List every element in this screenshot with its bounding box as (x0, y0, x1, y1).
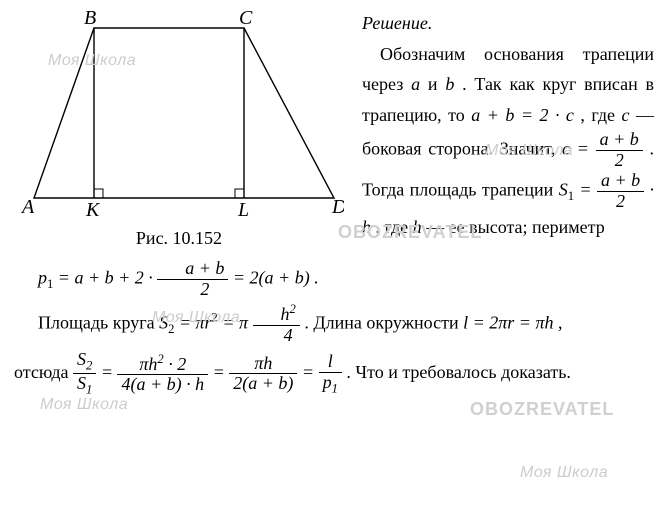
eq1: a + b = 2 · c (471, 105, 574, 125)
S2: S (159, 313, 168, 333)
frac7: πh2(a + b) (229, 354, 297, 395)
figure-column: A B C D K L Рис. 10.152 (14, 8, 344, 253)
label-L: L (237, 199, 249, 218)
t4b: . Что и требовалось доказать. (342, 362, 571, 382)
eq6a: = (96, 362, 117, 382)
perimeter-line: p1 = a + b + 2 · a + b2 = 2(a + b) . (14, 259, 654, 300)
S1: S (559, 179, 568, 199)
p1: p (38, 267, 47, 287)
label-K: K (85, 199, 101, 218)
frac8: lp1 (319, 352, 342, 396)
t1b: и (420, 74, 445, 94)
t3a: Площадь круга (38, 313, 159, 333)
watermark: Моя Школа (520, 460, 608, 486)
eq4a: = πr (174, 313, 211, 333)
t2b: , где (371, 217, 413, 237)
eq4b: = π (218, 313, 253, 333)
trapezoid-figure: A B C D K L (14, 8, 344, 218)
frac1: a + b2 (596, 130, 643, 171)
label-A: A (20, 196, 35, 218)
t1d: , где (574, 105, 622, 125)
perim-a: = a + b + 2 · (53, 267, 157, 287)
frac5: S2S1 (73, 350, 96, 398)
solution-heading: Решение. (362, 13, 432, 33)
figure-caption: Рис. 10.152 (14, 224, 344, 253)
eq5: = 2πr = πh (468, 313, 553, 333)
solution-text-top: Решение. Обозначим основания трапе­ции ч… (362, 8, 654, 253)
var-c: c (622, 105, 630, 125)
t2c: — ее вы­сота; периметр (422, 217, 605, 237)
label-B: B (84, 8, 96, 29)
t3b: . Длина окружности (300, 313, 463, 333)
label-D: D (331, 196, 344, 218)
frac6: πh2 · 24(a + b) · h (117, 353, 208, 396)
perim-b: = 2(a + b) . (228, 267, 318, 287)
frac2: a + b2 (597, 171, 644, 212)
circle-area-line: Площадь круга S2 = πr2 = π h24 . Длина о… (14, 303, 654, 346)
frac4: h24 (253, 303, 300, 346)
eq3pre: = (574, 179, 597, 199)
eq6b: = (208, 362, 229, 382)
var-a: a (411, 74, 420, 94)
var-h: h (413, 217, 422, 237)
t4a: отсюда (14, 362, 73, 382)
final-line: отсюда S2S1 = πh2 · 24(a + b) · h = πh2(… (14, 350, 654, 398)
frac3: a + b2 (157, 259, 228, 300)
label-C: C (239, 8, 253, 29)
eq2pre: c = (562, 139, 596, 159)
eq6c: = (297, 362, 318, 382)
var-b: b (445, 74, 454, 94)
